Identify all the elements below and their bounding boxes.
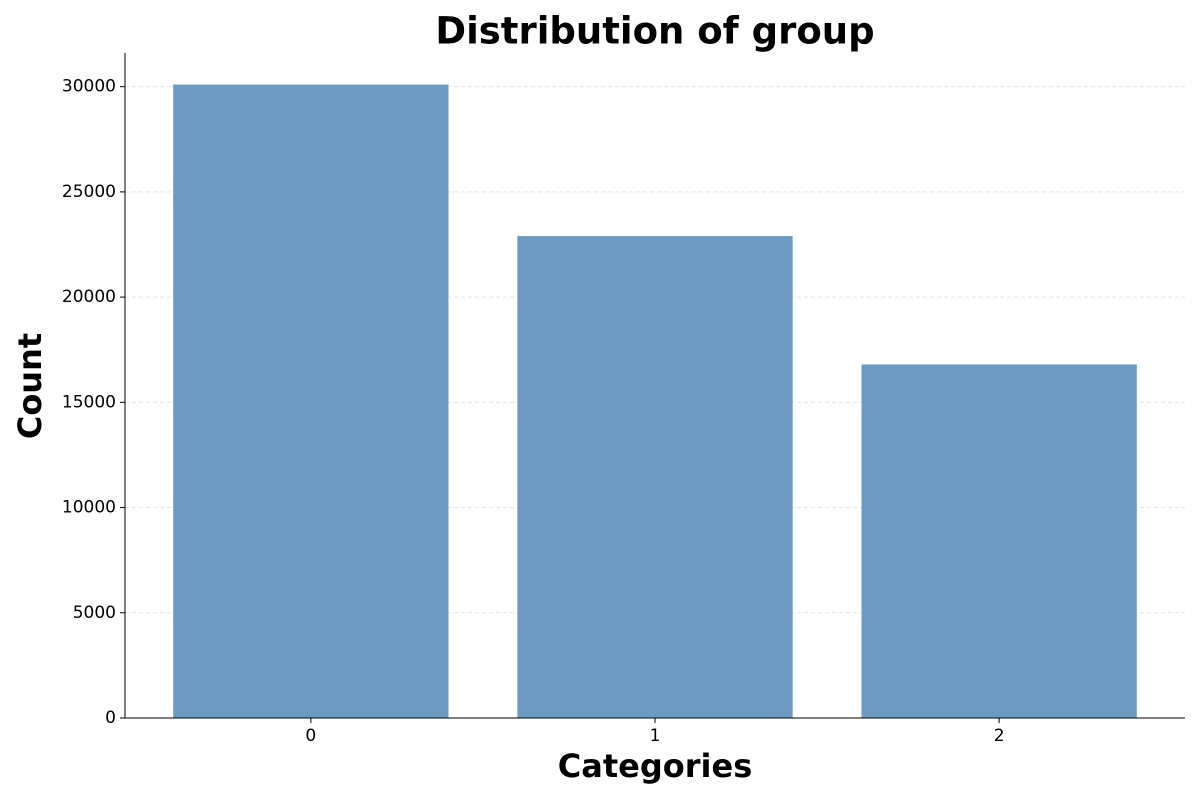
y-tick-label: 30000 (62, 77, 116, 97)
x-tick-label: 0 (305, 726, 316, 746)
bar (861, 364, 1137, 718)
y-tick-label: 20000 (62, 287, 116, 307)
bar (173, 84, 449, 718)
bar (517, 236, 793, 718)
y-tick-label: 0 (105, 708, 116, 728)
y-tick-label: 5000 (73, 603, 116, 623)
y-tick-label: 15000 (62, 392, 116, 412)
x-tick-label: 2 (994, 726, 1005, 746)
y-axis-label: Count (11, 333, 49, 439)
x-tick-label: 1 (650, 726, 661, 746)
x-axis-label: Categories (558, 747, 752, 785)
y-tick-label: 25000 (62, 182, 116, 202)
y-tick-label: 10000 (62, 498, 116, 518)
chart-title: Distribution of group (435, 10, 874, 53)
